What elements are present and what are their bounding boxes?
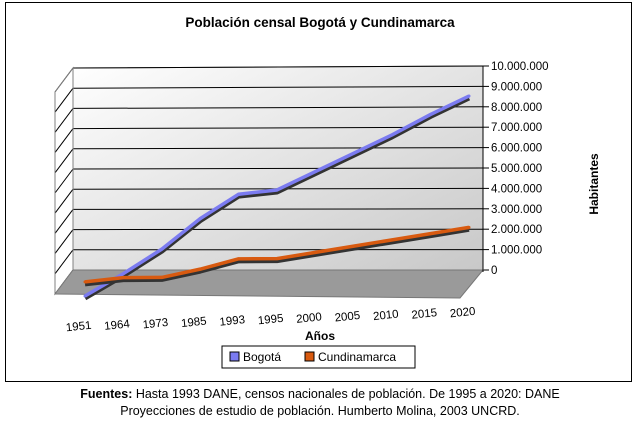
caption-line-2: Proyecciones de estudio de población. Hu… bbox=[120, 404, 520, 418]
series-0-point bbox=[198, 217, 202, 221]
x-tick-label: 1993 bbox=[219, 314, 246, 329]
series-0-point bbox=[275, 188, 279, 192]
gridline-side bbox=[54, 188, 74, 214]
series-0-point bbox=[313, 170, 317, 174]
x-tick-label: 1995 bbox=[257, 313, 284, 328]
x-tick-label: 2020 bbox=[449, 306, 476, 321]
legend-swatch bbox=[229, 351, 240, 362]
y-tick-label: 4.000.000 bbox=[491, 183, 542, 195]
gridline-side bbox=[54, 108, 74, 133]
gridline bbox=[72, 167, 484, 170]
series-1-point bbox=[83, 280, 87, 284]
y-tick-label: 8.000.000 bbox=[491, 102, 542, 114]
x-tick-label: 1985 bbox=[181, 316, 208, 331]
series-0-point bbox=[429, 112, 433, 116]
chart-title: Población censal Bogotá y Cundinamarca bbox=[185, 15, 455, 30]
gridline bbox=[72, 208, 484, 210]
legend: Bogotá Cundinamarca bbox=[221, 345, 416, 369]
series-0-point bbox=[390, 133, 394, 137]
y-tick-label: 5.000.000 bbox=[491, 163, 542, 175]
x-tick-label: 2015 bbox=[411, 307, 438, 322]
series-1-point bbox=[467, 225, 471, 229]
x-axis-title: Años bbox=[305, 329, 335, 343]
series-1-point bbox=[429, 232, 433, 236]
x-tick-label: 2000 bbox=[296, 311, 323, 326]
y-tick-label: 9.000.000 bbox=[491, 81, 542, 93]
y-tick-label: 10.000.000 bbox=[491, 61, 549, 73]
source-caption: Fuentes: Hasta 1993 DANE, censos naciona… bbox=[0, 386, 640, 420]
series-1-point bbox=[313, 250, 317, 254]
series-1-point bbox=[198, 267, 202, 271]
gridline-side bbox=[54, 128, 74, 153]
series-1-point bbox=[121, 276, 125, 280]
gridline-side bbox=[54, 148, 74, 174]
y-tick-label: 6.000.000 bbox=[491, 143, 542, 155]
gridline-side bbox=[54, 249, 74, 275]
series-1-edge bbox=[84, 226, 470, 287]
plot-area: 0 1.000.000 2.000.000 3.000.000 4.000.000 5.0… bbox=[54, 61, 549, 335]
gridline bbox=[72, 106, 484, 109]
series-1-point bbox=[237, 257, 241, 261]
series-1-point bbox=[390, 238, 394, 242]
series-0-point bbox=[467, 94, 471, 98]
series-0-point bbox=[83, 294, 87, 298]
x-tick-label: 1973 bbox=[142, 317, 169, 332]
gridline bbox=[72, 147, 484, 150]
y-tick-label: 7.000.000 bbox=[491, 122, 542, 134]
y-tick-label: 1.000.000 bbox=[491, 245, 542, 257]
y-tick-label: 2.000.000 bbox=[491, 224, 542, 236]
series-1-point bbox=[160, 275, 164, 279]
caption-line-1: Hasta 1993 DANE, censos nacionales de po… bbox=[132, 387, 560, 401]
legend-label: Bogotá bbox=[243, 350, 281, 364]
y-tick-label: 0 bbox=[491, 265, 497, 277]
x-tick-label: 2005 bbox=[334, 310, 361, 325]
gridline bbox=[72, 65, 484, 69]
series-1-point bbox=[275, 257, 279, 261]
legend-swatch bbox=[304, 351, 315, 362]
y-tick-label: 3.000.000 bbox=[491, 204, 542, 216]
series-0-point bbox=[352, 151, 356, 155]
caption-lead: Fuentes: bbox=[80, 387, 133, 401]
legend-label: Cundinamarca bbox=[318, 350, 396, 364]
y-axis-title: Habitantes bbox=[587, 153, 601, 215]
series-0-point bbox=[121, 272, 125, 276]
x-tick-label: 1951 bbox=[65, 320, 92, 335]
gridline-side bbox=[54, 209, 74, 234]
series-1-point bbox=[352, 244, 356, 248]
gridline-side bbox=[54, 87, 74, 113]
gridline-side bbox=[54, 168, 74, 194]
series-0-point bbox=[237, 192, 241, 196]
gridline bbox=[72, 85, 484, 89]
gridline-side bbox=[54, 229, 74, 254]
x-tick-label: 2010 bbox=[373, 309, 400, 324]
series-0-point bbox=[160, 247, 164, 251]
x-tick-label: 1964 bbox=[104, 318, 131, 333]
legend-box bbox=[221, 345, 416, 369]
